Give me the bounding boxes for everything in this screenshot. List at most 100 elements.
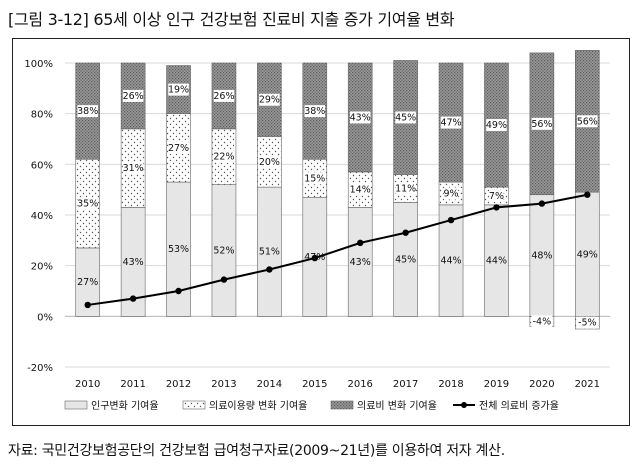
data-label-bg bbox=[77, 197, 99, 210]
x-tick-label: 2012 bbox=[166, 379, 191, 390]
data-label: 38% bbox=[77, 106, 98, 117]
source-note: 자료: 국민건강보험공단의 건강보험 급여청구자료(2009~21년)를 이용하… bbox=[8, 443, 505, 459]
chart-frame: -20% 0% 20% 40% 60% 80% 100% 27% 35% 38% 43% 31% 26… bbox=[12, 38, 630, 426]
data-label: 26% bbox=[123, 91, 144, 102]
legend-label: 인구변화 기여율 bbox=[91, 400, 159, 412]
x-tick-label: 2010 bbox=[75, 379, 100, 390]
trend-point bbox=[402, 229, 409, 236]
y-tick-label: 0% bbox=[37, 312, 53, 323]
bar-segment bbox=[484, 204, 509, 317]
data-label: 45% bbox=[395, 254, 416, 265]
x-tick-label: 2013 bbox=[211, 379, 236, 390]
data-label: 43% bbox=[350, 257, 371, 268]
x-tick-label: 2019 bbox=[484, 379, 509, 390]
data-label: 56% bbox=[531, 119, 552, 130]
bar-segment bbox=[529, 194, 555, 317]
data-label-bg bbox=[531, 117, 553, 130]
data-label: 38% bbox=[304, 106, 325, 117]
data-label: 31% bbox=[123, 163, 144, 174]
trend-point bbox=[584, 191, 591, 198]
data-label: 56% bbox=[577, 116, 598, 127]
data-label: 49% bbox=[577, 249, 598, 260]
data-label-bg bbox=[168, 141, 189, 154]
x-axis: 2010 2011 2012 2013 2014 2015 2016 2017 2018 2019… bbox=[75, 379, 600, 390]
data-label: 53% bbox=[168, 244, 189, 255]
data-label: 27% bbox=[168, 143, 189, 154]
x-tick-label: 2021 bbox=[575, 379, 600, 390]
y-tick-label: -20% bbox=[27, 363, 53, 374]
x-tick-label: 2016 bbox=[347, 379, 372, 390]
data-label-bg bbox=[213, 150, 235, 163]
legend-label: 의료비 변화 기여율 bbox=[357, 400, 437, 412]
legend-swatch bbox=[330, 400, 354, 410]
y-tick-label: 100% bbox=[24, 59, 53, 70]
legend-label: 전체 의료비 증가율 bbox=[479, 400, 559, 412]
data-label-bg bbox=[443, 187, 459, 200]
y-tick-label: 20% bbox=[31, 262, 53, 273]
data-label: -4% bbox=[533, 316, 552, 327]
bar-segment bbox=[257, 186, 282, 317]
data-label-bg bbox=[259, 155, 280, 168]
legend-swatch bbox=[182, 400, 206, 410]
data-label-bg bbox=[349, 111, 371, 124]
data-label-bg bbox=[349, 183, 371, 196]
data-label-bg bbox=[486, 119, 507, 132]
legend: 인구변화 기여율 의료이용량 변화 기여율 의료비 변화 기여율 전체 의료비 증가율 bbox=[64, 400, 559, 412]
trend-point bbox=[266, 266, 273, 273]
x-tick-label: 2015 bbox=[302, 379, 327, 390]
data-label: 49% bbox=[486, 120, 507, 131]
trend-line-path bbox=[87, 193, 588, 306]
data-label: 44% bbox=[486, 256, 507, 267]
data-label: 48% bbox=[531, 251, 552, 262]
data-label: 43% bbox=[123, 257, 144, 268]
trend-point bbox=[175, 287, 182, 295]
data-label: 19% bbox=[168, 85, 189, 96]
x-tick-label: 2020 bbox=[529, 379, 554, 390]
data-label: 11% bbox=[395, 183, 416, 194]
data-label-bg bbox=[395, 111, 416, 124]
bar-segment bbox=[438, 204, 464, 317]
data-label: 22% bbox=[213, 152, 234, 163]
data-label-bg bbox=[304, 172, 326, 185]
trend-point bbox=[129, 295, 137, 302]
gridlines bbox=[65, 62, 610, 368]
trend-point bbox=[538, 200, 546, 207]
data-label: 29% bbox=[259, 95, 280, 106]
trend-point bbox=[311, 254, 318, 262]
data-label: 43% bbox=[350, 112, 371, 123]
data-label-bg bbox=[213, 89, 235, 102]
data-label-bg bbox=[489, 190, 504, 202]
y-tick-label: 80% bbox=[31, 110, 53, 121]
stacked-bar-chart: -20% 0% 20% 40% 60% 80% 100% 27% 35% 38% 43% 31% 26… bbox=[24, 50, 610, 412]
data-label-bg bbox=[259, 93, 280, 106]
bar-segment bbox=[211, 184, 237, 317]
data-label: 9% bbox=[444, 188, 459, 199]
figure-title: [그림 3-12] 65세 이상 인구 건강보험 진료비 지출 증가 기여율 변… bbox=[8, 10, 455, 29]
data-label-bg bbox=[576, 115, 598, 128]
bar-segment bbox=[347, 207, 373, 317]
data-label: 51% bbox=[259, 247, 280, 258]
legend-swatch bbox=[64, 400, 88, 410]
x-tick-label: 2017 bbox=[393, 379, 418, 390]
y-tick-label: 40% bbox=[31, 211, 53, 222]
data-label: 7% bbox=[489, 191, 504, 202]
trend-point bbox=[447, 216, 455, 224]
data-label: 47% bbox=[440, 118, 461, 129]
data-label-bg bbox=[122, 89, 144, 102]
data-label-bg bbox=[531, 315, 553, 328]
y-axis: -20% 0% 20% 40% 60% 80% 100% bbox=[24, 59, 53, 374]
data-label: 14% bbox=[350, 185, 371, 196]
legend-label: 의료이용량 변화 기여율 bbox=[209, 400, 307, 412]
trend-point bbox=[84, 301, 91, 309]
data-label-bg bbox=[304, 105, 326, 118]
data-label: 35% bbox=[77, 199, 98, 210]
data-label: 45% bbox=[395, 112, 416, 123]
data-label-bg bbox=[168, 83, 189, 96]
trend-point bbox=[493, 204, 500, 211]
y-tick-label: 60% bbox=[31, 160, 53, 171]
data-label: 20% bbox=[259, 157, 280, 168]
data-label-bg bbox=[576, 316, 598, 329]
data-label: 27% bbox=[77, 277, 98, 288]
data-label: 52% bbox=[213, 245, 234, 256]
trend-point bbox=[220, 276, 228, 283]
